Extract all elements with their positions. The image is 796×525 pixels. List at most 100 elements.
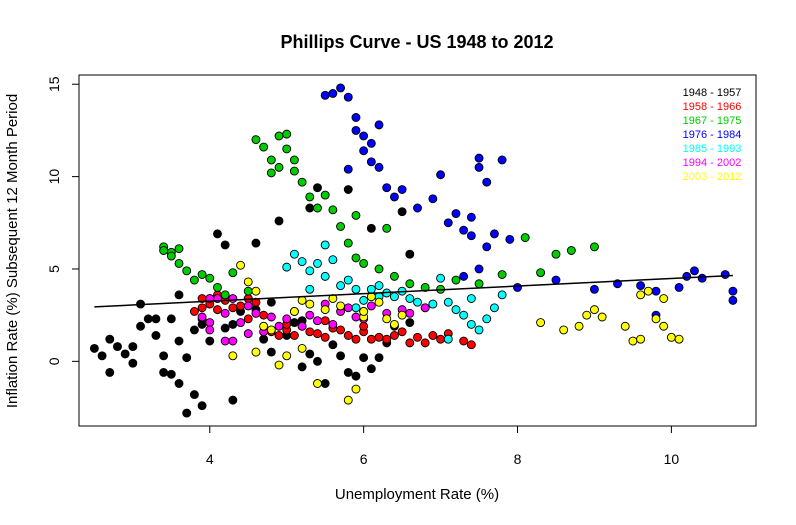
plot-frame [78,74,757,427]
legend-entry: 1948 - 1957 [683,87,742,99]
scatter-point [359,353,369,363]
y-axis-label: Inflation Rate (%) Subsequent 12 Month P… [4,94,21,408]
scatter-point [305,349,315,359]
scatter-point [351,125,361,135]
scatter-point [489,229,499,239]
scatter-point [289,155,299,165]
scatter-point [682,271,692,281]
scatter-point [728,286,738,296]
scatter-point [359,258,369,268]
y-tick-label: 0 [46,357,62,365]
scatter-point [320,332,330,342]
scatter-point [266,168,276,178]
scatter-point [274,331,284,340]
scatter-point [174,258,184,268]
scatter-point [305,327,315,337]
scatter-point [497,290,507,300]
legend-entry: 2003 - 2012 [683,171,742,183]
y-axis: 0 5 10 15 [46,76,79,365]
scatter-point [351,334,361,344]
scatter-point [313,356,322,366]
scatter-point [259,321,269,331]
scatter-point [305,299,315,309]
scatter-point [189,307,199,316]
scatter-point [220,308,230,318]
scatter-point [213,305,222,315]
scatter-point [405,308,415,318]
scatter-point [374,162,384,172]
scatter-point [474,279,484,289]
scatter-point [236,260,246,270]
scatter-point [174,379,184,388]
scatter-point [328,255,338,265]
scatter-point [266,325,276,335]
scatter-point [343,367,353,377]
scatter-point [274,216,284,226]
scatter-point [105,334,115,344]
scatter-point [651,286,661,296]
scatter-point [336,351,346,361]
y-tick-label: 5 [46,265,62,273]
scatter-point [251,308,261,318]
scatter-point [297,343,307,353]
scatter-point [459,271,469,281]
scatter-point [120,349,130,359]
scatter-point [220,290,230,300]
scatter-point [282,262,292,272]
scatter-point [305,310,315,320]
y-tick-label: 15 [46,76,62,92]
legend: 1948 - 1957 1958 - 1966 1967 - 1975 1976 - … [683,87,742,183]
scatter-point [589,305,599,315]
chart-title: Phillips Curve - US 1948 to 2012 [280,32,553,52]
scatter-point [289,331,299,340]
scatter-point [397,327,407,337]
scatter-point [313,183,322,193]
scatter-point [151,314,161,324]
scatter-point [497,155,507,165]
scatter-point [497,270,507,279]
scatter-point [197,312,207,322]
scatter-point [582,310,592,320]
scatter-point [366,301,376,311]
scatter-point [166,369,176,379]
scatter-point [128,342,138,352]
scatter-point [459,336,469,346]
scatter-point [697,273,707,283]
scatter-point [336,222,346,231]
scatter-point [389,292,399,302]
scatter-point [205,325,215,335]
scatter-point [289,249,299,259]
scatter-point [197,319,207,329]
scatter-point [320,190,330,200]
scatter-point [251,135,261,145]
scatter-point [482,242,492,252]
scatter-point [251,238,261,248]
scatter-point [259,142,269,152]
scatter-point [366,157,376,167]
x-tick-label: 6 [360,451,368,467]
legend-entry: 1994 - 2002 [683,157,742,169]
scatter-point [243,301,253,311]
scatter-point [451,275,461,285]
scatter-point [574,321,584,331]
scatter-point [313,316,322,326]
scatter-point [297,177,307,187]
scatter-point [374,281,384,291]
scatter-point [313,329,322,339]
scatter-point [236,301,246,311]
scatter-point [520,233,530,243]
scatter-point [359,321,369,331]
scatter-point [174,244,184,254]
scatter-point [182,353,192,363]
scatter-point [466,212,476,222]
scatter-point [259,310,269,320]
scatter-point [351,210,361,220]
scatter-point [159,367,169,377]
scatter-point [305,266,315,276]
scatter-point [89,343,99,353]
scatter-point [251,347,261,357]
scatter-point [597,312,607,322]
scatter-point [189,275,199,285]
scatter-point [297,295,307,305]
scatter-point [159,351,169,361]
